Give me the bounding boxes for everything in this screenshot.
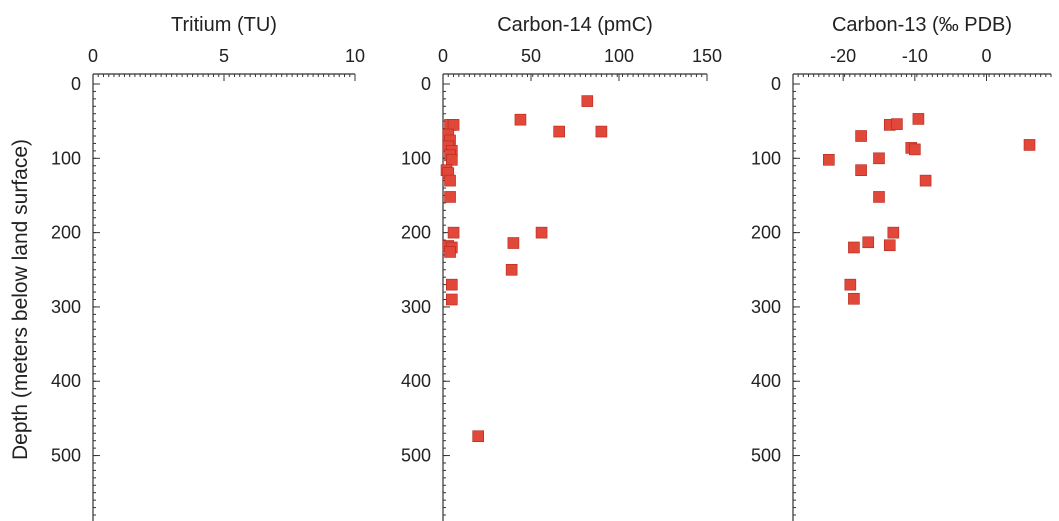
x-tick-label: 100 bbox=[604, 46, 634, 66]
x-tick-label: 0 bbox=[88, 46, 98, 66]
data-point bbox=[445, 278, 458, 291]
panel-2: Carbon-13 (‰ PDB) -20 -10 0 0 100 200 300 400 500 bbox=[751, 14, 1052, 521]
data-point bbox=[505, 263, 518, 276]
data-point bbox=[472, 430, 485, 443]
y-tick-label: 0 bbox=[771, 74, 781, 94]
x-tick-label: 0 bbox=[981, 46, 991, 66]
y-tick-label: 100 bbox=[401, 148, 431, 168]
data-point bbox=[444, 246, 456, 258]
data-point bbox=[855, 130, 867, 142]
data-points bbox=[440, 95, 608, 443]
data-point bbox=[887, 226, 900, 239]
x-tick-label: -20 bbox=[830, 46, 856, 66]
data-point bbox=[855, 164, 867, 176]
data-point bbox=[919, 174, 932, 187]
data-point bbox=[581, 95, 594, 107]
data-point bbox=[862, 236, 875, 249]
y-tick-label: 100 bbox=[51, 148, 81, 168]
data-point bbox=[909, 143, 921, 156]
data-point bbox=[595, 125, 608, 138]
panel-1: Carbon-14 (pmC) 0 50 100 150 0 100 200 300 400 500 bbox=[401, 14, 722, 521]
y-tick-label: 300 bbox=[751, 297, 781, 317]
x-tick-label: 5 bbox=[219, 46, 229, 66]
data-point bbox=[535, 226, 548, 239]
x-tick-label: 150 bbox=[692, 46, 722, 66]
y-axis-label: Depth (meters below land surface) bbox=[9, 139, 32, 460]
data-point bbox=[1023, 139, 1036, 151]
data-point bbox=[447, 226, 460, 239]
data-points bbox=[823, 113, 1036, 305]
panel-title: Tritium (TU) bbox=[171, 14, 277, 36]
y-tick-label: 400 bbox=[51, 371, 81, 391]
data-point bbox=[447, 119, 460, 131]
y-tick-label: 400 bbox=[751, 371, 781, 391]
y-tick-label: 0 bbox=[421, 74, 431, 94]
y-tick-label: 200 bbox=[751, 223, 781, 243]
panel-title: Carbon-14 (pmC) bbox=[497, 14, 653, 36]
data-point bbox=[514, 113, 527, 126]
data-point bbox=[883, 239, 896, 252]
x-tick-label: 10 bbox=[345, 46, 365, 66]
panel-title: Carbon-13 (‰ PDB) bbox=[832, 14, 1012, 36]
data-point bbox=[873, 152, 885, 165]
y-tick-label: 200 bbox=[401, 223, 431, 243]
data-point bbox=[844, 278, 857, 291]
y-tick-label: 100 bbox=[751, 148, 781, 168]
y-tick-label: 300 bbox=[51, 297, 81, 317]
y-tick-label: 200 bbox=[51, 223, 81, 243]
y-tick-label: 500 bbox=[751, 446, 781, 466]
data-point bbox=[848, 292, 860, 305]
data-point bbox=[823, 153, 835, 166]
data-point bbox=[873, 191, 885, 203]
data-point bbox=[444, 174, 456, 187]
data-point bbox=[445, 153, 458, 166]
y-tick-label: 500 bbox=[401, 446, 431, 466]
y-tick-label: 0 bbox=[71, 74, 81, 94]
data-point bbox=[848, 241, 860, 254]
data-point bbox=[553, 125, 565, 138]
data-point bbox=[891, 118, 903, 130]
x-tick-label: 0 bbox=[438, 46, 448, 66]
y-tick-label: 300 bbox=[401, 297, 431, 317]
y-tick-label: 400 bbox=[401, 371, 431, 391]
x-tick-label: 50 bbox=[521, 46, 541, 66]
x-tick-label: -10 bbox=[902, 46, 928, 66]
data-point bbox=[444, 191, 456, 203]
data-point bbox=[445, 293, 458, 306]
data-point bbox=[507, 237, 520, 249]
y-tick-label: 500 bbox=[51, 446, 81, 466]
data-point bbox=[912, 113, 925, 125]
